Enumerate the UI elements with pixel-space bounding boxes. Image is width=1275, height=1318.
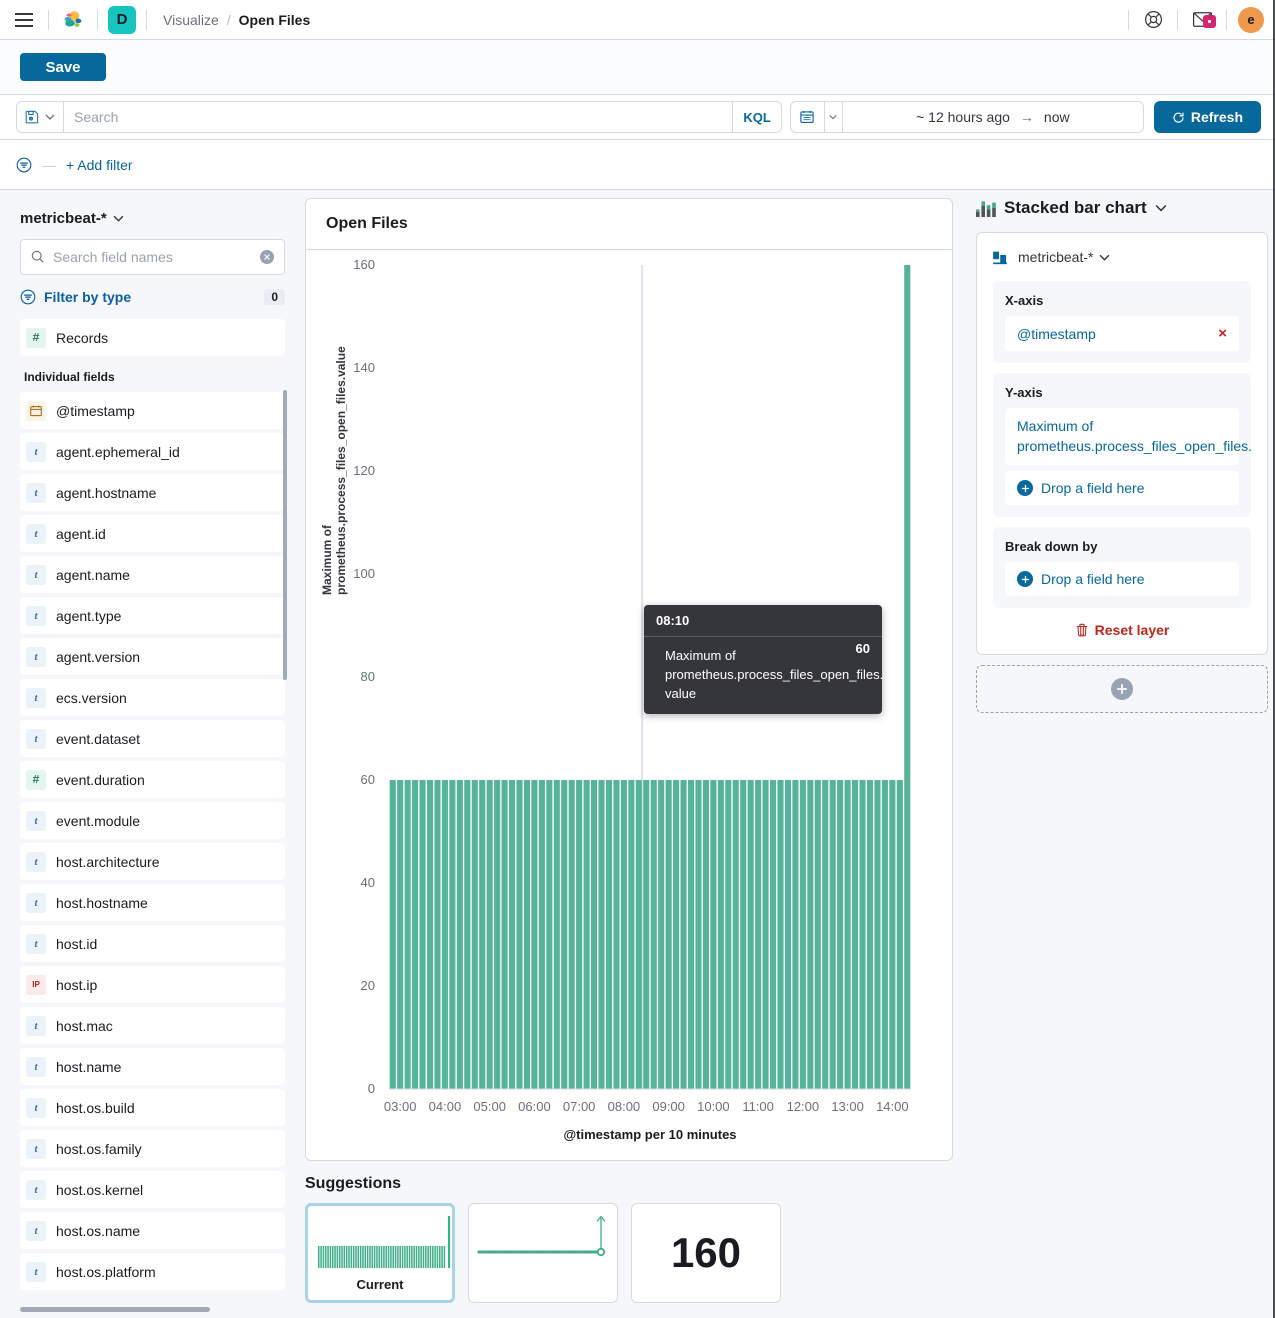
- svg-text:60: 60: [361, 772, 375, 787]
- svg-text:05:00: 05:00: [473, 1099, 506, 1114]
- svg-text:160: 160: [353, 257, 375, 272]
- svg-text:20: 20: [361, 978, 375, 993]
- svg-text:40: 40: [361, 875, 375, 890]
- svg-text:0: 0: [368, 1081, 375, 1096]
- svg-text:07:00: 07:00: [563, 1099, 596, 1114]
- svg-text:09:00: 09:00: [652, 1099, 685, 1114]
- svg-text:@timestamp per 10 minutes: @timestamp per 10 minutes: [563, 1127, 736, 1142]
- svg-text:10:00: 10:00: [697, 1099, 730, 1114]
- svg-text:08:00: 08:00: [608, 1099, 641, 1114]
- svg-text:03:00: 03:00: [384, 1099, 417, 1114]
- svg-text:04:00: 04:00: [429, 1099, 462, 1114]
- svg-text:06:00: 06:00: [518, 1099, 551, 1114]
- svg-text:100: 100: [353, 566, 375, 581]
- svg-text:14:00: 14:00: [876, 1099, 909, 1114]
- svg-text:120: 120: [353, 463, 375, 478]
- svg-text:11:00: 11:00: [742, 1099, 774, 1114]
- svg-text:80: 80: [361, 669, 375, 684]
- svg-text:12:00: 12:00: [787, 1099, 820, 1114]
- svg-text:13:00: 13:00: [831, 1099, 864, 1114]
- svg-text:140: 140: [353, 360, 375, 375]
